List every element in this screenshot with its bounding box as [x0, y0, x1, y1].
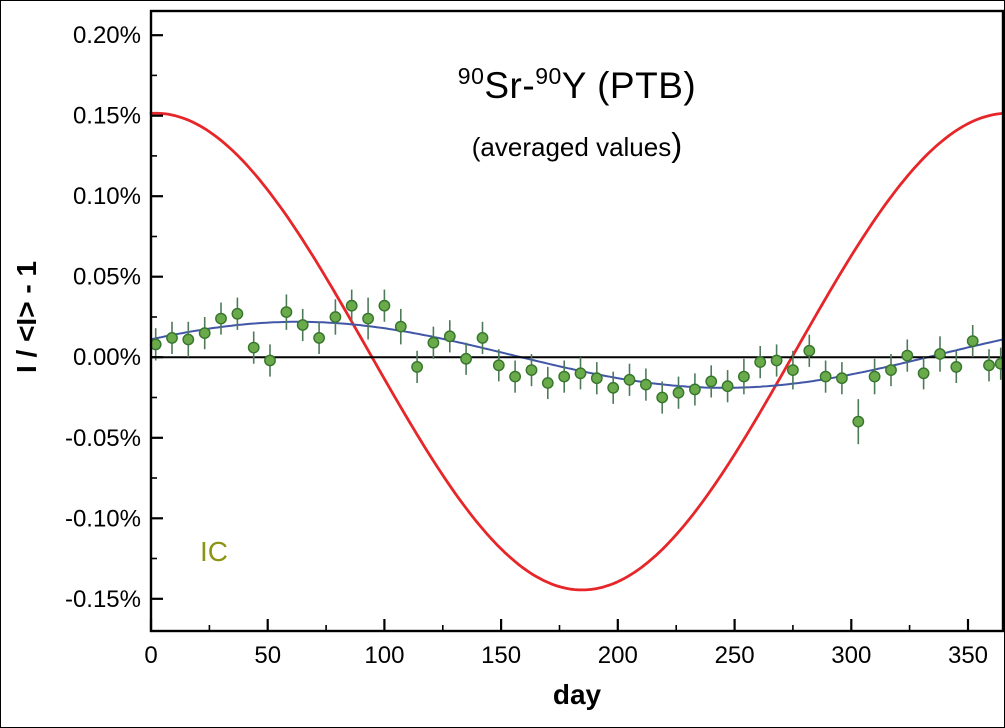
data-point	[868, 370, 881, 383]
data-point	[934, 348, 946, 360]
data-point	[721, 380, 734, 393]
x-tick-label: 300	[831, 642, 871, 669]
data-point	[738, 370, 750, 383]
subtitle-close-paren: )	[671, 126, 683, 163]
data-point	[836, 372, 848, 385]
plot-border	[149, 9, 1004, 633]
data-point	[345, 299, 358, 312]
title-superscript-90-y: 90	[535, 63, 562, 89]
red-modulation-curve	[149, 111, 1004, 592]
subtitle-text: (averaged values	[471, 132, 672, 162]
y-tick-label: 0.10%	[73, 183, 141, 210]
title-superscript-90-sr: 90	[457, 63, 485, 89]
data-point	[885, 364, 897, 376]
data-point	[313, 331, 325, 344]
data-point	[917, 367, 930, 380]
data-point	[394, 320, 407, 333]
x-tick-label: 250	[715, 642, 755, 669]
y-tick-label: 0.15%	[73, 103, 141, 130]
data-point	[819, 370, 832, 383]
data-point	[689, 383, 701, 396]
data-point	[640, 378, 652, 391]
data-point	[443, 330, 456, 343]
data-point	[198, 327, 211, 339]
data-point	[247, 341, 260, 354]
title-isotope-y-ptb: Y (PTB)	[561, 65, 697, 106]
data-point	[607, 381, 620, 394]
data-point	[362, 312, 374, 325]
data-point	[541, 377, 554, 389]
data-point	[264, 354, 276, 367]
data-point	[623, 373, 636, 386]
data-point	[983, 359, 995, 372]
data-point	[590, 372, 603, 385]
data-point	[803, 344, 816, 357]
x-tick-label: 200	[598, 642, 638, 669]
y-tick-label: -0.15%	[65, 586, 141, 613]
data-point	[672, 386, 685, 399]
data-point	[460, 352, 472, 365]
data-point	[901, 349, 914, 362]
data-point	[558, 370, 571, 383]
y-tick-label: 0.00%	[73, 344, 141, 371]
data-point	[754, 356, 767, 368]
data-point	[705, 375, 718, 388]
data-point	[966, 335, 979, 347]
data-point	[166, 331, 178, 344]
data-point	[852, 415, 865, 428]
y-axis-label: I / <I> - 1	[11, 260, 42, 374]
x-tick-label: 50	[254, 642, 281, 669]
x-tick-label: 0	[144, 642, 157, 669]
detector-annotation: IC	[200, 536, 228, 567]
title-isotope-sr: Sr-	[484, 65, 536, 106]
y-tick-label: -0.05%	[65, 425, 141, 452]
chart-title: 90Sr-90Y (PTB)	[151, 63, 1003, 107]
x-tick-label: 350	[948, 642, 988, 669]
data-point	[378, 299, 391, 312]
data-point	[329, 311, 342, 323]
y-tick-label: 0.20%	[73, 22, 141, 49]
data-point	[656, 391, 669, 404]
data-point	[476, 331, 489, 344]
data-point	[787, 364, 799, 376]
data-point	[950, 360, 963, 373]
data-point	[280, 306, 293, 318]
chart-subtitle: (averaged values)	[151, 128, 1003, 163]
data-point	[525, 364, 538, 376]
x-tick-label: 150	[481, 642, 521, 669]
data-point	[182, 333, 195, 346]
data-point	[215, 312, 227, 325]
data-point	[231, 307, 244, 320]
y-tick-label: 0.05%	[73, 264, 141, 291]
data-point	[427, 336, 440, 349]
data-point	[770, 354, 783, 367]
y-tick-label: -0.10%	[65, 505, 141, 532]
data-point	[492, 359, 505, 372]
x-tick-label: 100	[364, 642, 404, 669]
data-point	[574, 367, 587, 380]
data-point	[296, 319, 309, 331]
data-point	[509, 370, 521, 383]
x-axis-label: day	[552, 679, 602, 710]
data-point	[411, 360, 423, 373]
